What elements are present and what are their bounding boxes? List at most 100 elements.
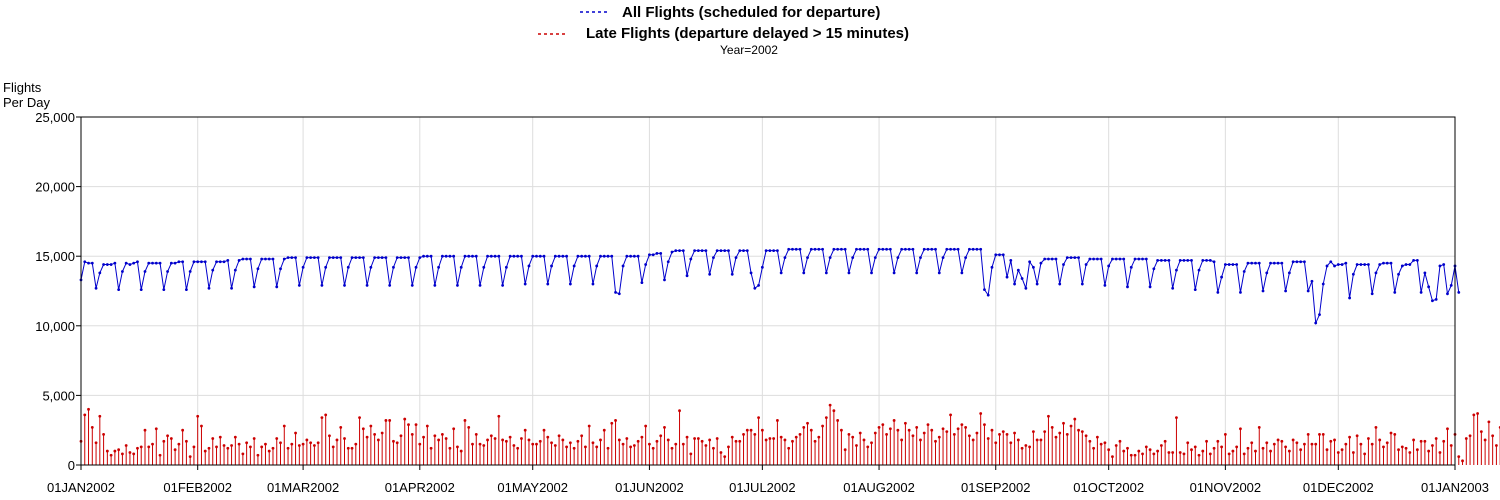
late-flights-point xyxy=(1464,437,1468,440)
all-flights-point xyxy=(1005,275,1009,279)
all-flights-point xyxy=(858,247,862,251)
late-flights-point xyxy=(1186,441,1190,445)
all-flights-point xyxy=(855,247,858,251)
all-flights-point xyxy=(1028,260,1032,264)
all-flights-point xyxy=(523,282,527,286)
late-flights-point xyxy=(478,442,482,446)
late-flights-point xyxy=(324,413,328,417)
late-flights-point xyxy=(523,428,527,432)
all-flights-point xyxy=(109,263,113,266)
all-flights-point xyxy=(1205,258,1208,262)
all-flights-point xyxy=(207,286,211,290)
all-flights-point xyxy=(753,286,757,290)
late-flights-point xyxy=(226,446,230,450)
all-flights-point xyxy=(1227,263,1231,266)
late-flights-point xyxy=(154,427,158,431)
late-flights-point xyxy=(1223,432,1227,436)
late-flights-point xyxy=(1220,445,1224,449)
all-flights-point xyxy=(983,288,986,292)
late-flights-point xyxy=(286,446,290,450)
all-flights-point xyxy=(659,252,663,255)
all-flights-point xyxy=(1374,271,1378,275)
late-flights-point xyxy=(734,439,738,443)
all-flights-point xyxy=(1423,271,1427,275)
all-flights-point xyxy=(282,257,286,261)
all-flights-point xyxy=(117,288,121,292)
late-flights-point xyxy=(1483,438,1487,442)
late-flights-point xyxy=(256,453,260,457)
late-flights-point xyxy=(964,426,968,429)
all-flights-point xyxy=(440,254,444,258)
late-flights-point xyxy=(979,412,983,415)
all-flights-point xyxy=(546,282,550,286)
late-flights-point xyxy=(1491,434,1495,438)
late-flights-point xyxy=(1242,452,1246,456)
all-flights-point xyxy=(648,253,651,257)
late-flights-point xyxy=(151,442,154,446)
y-axis-label-line2: Per Day xyxy=(3,95,50,110)
all-flights-series xyxy=(79,247,1461,325)
all-flights-point xyxy=(339,256,343,259)
late-flights-point xyxy=(926,423,930,427)
late-flights-point xyxy=(252,437,256,440)
late-flights-point xyxy=(275,437,279,440)
all-flights-point xyxy=(1043,257,1047,261)
late-flights-point xyxy=(670,446,674,450)
late-flights-point xyxy=(1077,428,1080,432)
all-flights-point xyxy=(448,254,452,258)
all-flights-point xyxy=(907,247,911,251)
all-flights-point xyxy=(1310,279,1314,283)
all-flights-point xyxy=(866,247,870,251)
late-flights-point xyxy=(1159,444,1163,447)
late-flights-point xyxy=(456,445,459,449)
all-flights-point xyxy=(373,256,377,259)
all-flights-point xyxy=(956,247,960,251)
late-flights-point xyxy=(233,435,237,439)
late-flights-point xyxy=(316,441,320,445)
all-flights-point xyxy=(742,249,745,253)
all-flights-point xyxy=(380,256,384,259)
late-flights-point xyxy=(888,427,892,431)
late-flights-point xyxy=(1276,438,1280,442)
legend: All Flights (scheduled for departure) La… xyxy=(538,4,909,42)
late-flights-point xyxy=(629,445,632,449)
all-flights-point xyxy=(1035,282,1039,286)
late-flights-point xyxy=(900,438,904,442)
late-flights-point xyxy=(1050,426,1054,429)
late-flights-point xyxy=(474,432,478,436)
all-flights-point xyxy=(621,264,625,268)
all-flights-point xyxy=(787,247,791,251)
late-flights-point xyxy=(1178,451,1182,454)
late-flights-point xyxy=(102,432,105,436)
all-flights-point xyxy=(764,249,768,253)
late-flights-point xyxy=(237,442,241,446)
late-flights-point xyxy=(1306,432,1310,436)
late-flights-point xyxy=(1111,455,1114,459)
all-flights-point xyxy=(256,267,260,271)
x-tick-label: 01SEP2002 xyxy=(961,480,1030,495)
late-flights-point xyxy=(1208,452,1212,456)
all-flights-point xyxy=(429,254,433,258)
all-flights-point xyxy=(813,247,817,251)
all-flights-point xyxy=(715,249,719,253)
all-flights-point xyxy=(610,254,614,258)
late-flights-point xyxy=(696,437,700,440)
late-flights-point xyxy=(346,446,350,450)
late-flights-point xyxy=(606,446,610,450)
all-flights-point xyxy=(1212,260,1216,264)
late-flights-point xyxy=(264,442,267,446)
late-flights-point xyxy=(87,407,90,411)
all-flights-point xyxy=(1095,257,1099,261)
all-flights-point xyxy=(1103,284,1107,287)
late-flights-point xyxy=(331,445,335,449)
late-flights-point xyxy=(836,419,840,422)
all-flights-point xyxy=(557,254,561,258)
late-flights-point xyxy=(730,435,734,439)
late-flights-point xyxy=(967,434,971,438)
late-flights-point xyxy=(1367,437,1370,440)
all-flights-point xyxy=(222,260,226,264)
late-flights-point xyxy=(1054,435,1058,439)
late-flights-point xyxy=(1438,451,1442,454)
all-flights-point xyxy=(873,256,877,259)
all-flights-point xyxy=(203,260,207,264)
